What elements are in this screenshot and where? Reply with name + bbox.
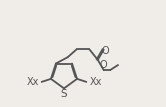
Text: O: O	[100, 60, 107, 70]
Text: O: O	[101, 46, 109, 56]
Text: Xx: Xx	[89, 77, 102, 87]
Text: S: S	[61, 89, 67, 99]
Text: Xx: Xx	[26, 77, 39, 87]
